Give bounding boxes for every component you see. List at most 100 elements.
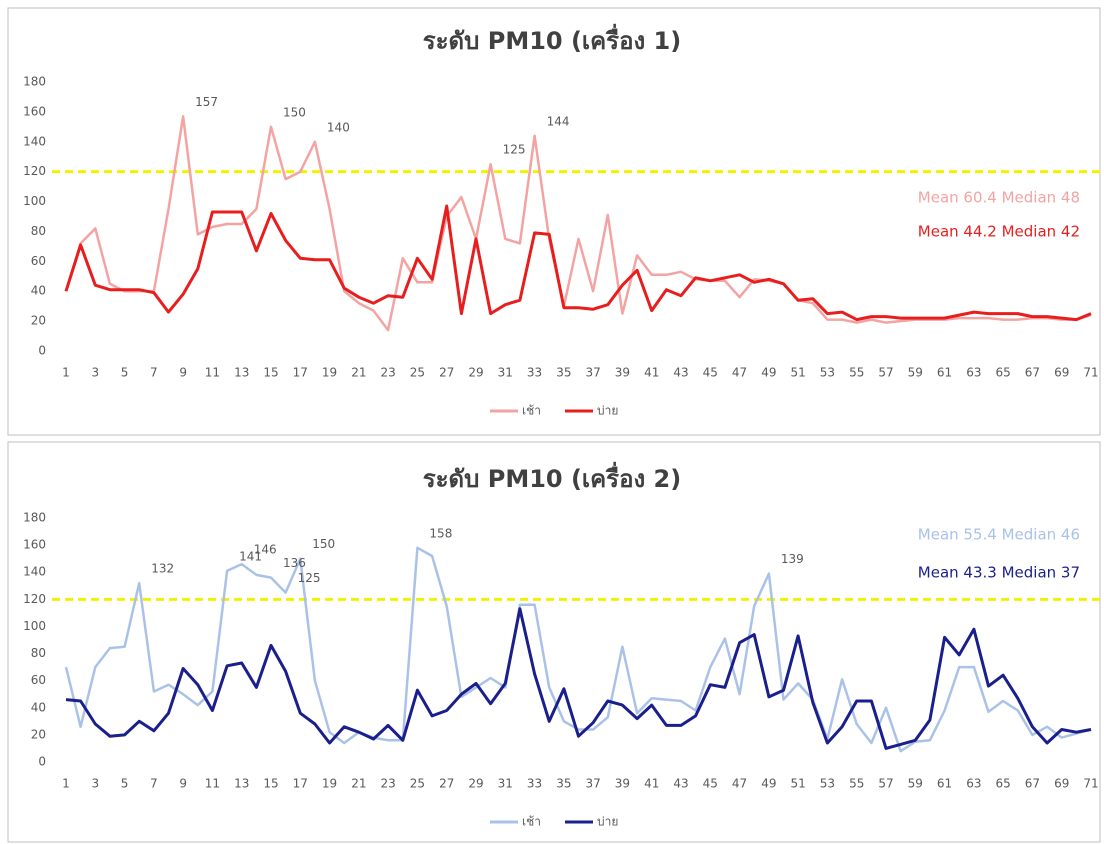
x-tick-label: 43 [673, 777, 688, 791]
legend-label: เช้า [522, 404, 541, 418]
x-tick-label: 3 [91, 777, 99, 791]
x-tick-label: 27 [439, 366, 454, 380]
y-tick-label: 120 [23, 164, 46, 178]
y-tick-label: 160 [23, 538, 46, 552]
data-label: 125 [298, 571, 321, 585]
data-label: 136 [283, 556, 306, 570]
y-tick-label: 180 [23, 511, 46, 525]
x-tick-label: 45 [703, 777, 718, 791]
x-tick-label: 63 [966, 366, 981, 380]
x-tick-label: 51 [791, 366, 806, 380]
x-tick-label: 41 [644, 366, 659, 380]
x-tick-label: 11 [205, 366, 220, 380]
x-tick-label: 35 [556, 777, 571, 791]
x-tick-label: 13 [234, 777, 249, 791]
x-tick-label: 65 [996, 777, 1011, 791]
y-tick-label: 100 [23, 194, 46, 208]
y-tick-label: 140 [23, 565, 46, 579]
x-tick-label: 25 [410, 366, 425, 380]
x-tick-label: 67 [1025, 366, 1040, 380]
x-tick-label: 33 [527, 777, 542, 791]
x-tick-label: 19 [322, 366, 337, 380]
x-tick-label: 51 [791, 777, 806, 791]
stats-text: Mean 44.2 Median 42 [918, 223, 1080, 241]
x-tick-label: 3 [91, 366, 99, 380]
x-tick-label: 23 [381, 777, 396, 791]
x-tick-label: 9 [179, 777, 187, 791]
data-label: 125 [503, 143, 526, 157]
data-label: 141 [239, 549, 262, 563]
y-tick-label: 60 [31, 254, 46, 268]
x-tick-label: 31 [498, 366, 513, 380]
series-line [65, 607, 1092, 750]
x-tick-label: 39 [615, 777, 630, 791]
x-tick-label: 19 [322, 777, 337, 791]
data-label: 150 [283, 105, 306, 119]
data-label: 132 [151, 562, 174, 576]
stats-text: Mean 43.3 Median 37 [918, 564, 1080, 582]
data-label: 146 [254, 543, 277, 557]
x-tick-label: 53 [820, 777, 835, 791]
x-tick-label: 25 [410, 777, 425, 791]
panel-border [7, 7, 1101, 436]
x-tick-label: 37 [586, 366, 601, 380]
x-tick-label: 35 [556, 366, 571, 380]
y-tick-label: 20 [31, 314, 46, 328]
x-tick-label: 53 [820, 366, 835, 380]
x-tick-label: 29 [468, 777, 483, 791]
x-tick-label: 7 [150, 777, 158, 791]
x-tick-label: 31 [498, 777, 513, 791]
y-tick-label: 80 [31, 224, 46, 238]
x-tick-label: 1 [62, 366, 70, 380]
x-tick-label: 57 [878, 366, 893, 380]
x-tick-label: 21 [351, 777, 366, 791]
y-tick-label: 60 [31, 673, 46, 687]
x-tick-label: 41 [644, 777, 659, 791]
x-tick-label: 15 [263, 777, 278, 791]
legend-label: เช้า [522, 815, 541, 829]
x-tick-label: 61 [937, 366, 952, 380]
x-tick-label: 11 [205, 777, 220, 791]
data-label: 139 [781, 552, 804, 566]
legend-label: บ่าย [597, 404, 618, 418]
x-tick-label: 69 [1054, 777, 1069, 791]
x-tick-label: 69 [1054, 366, 1069, 380]
stats-text: Mean 60.4 Median 48 [918, 189, 1080, 207]
x-tick-label: 59 [908, 777, 923, 791]
x-tick-label: 43 [673, 366, 688, 380]
x-tick-label: 29 [468, 366, 483, 380]
data-label: 144 [547, 114, 570, 128]
x-tick-label: 37 [586, 777, 601, 791]
x-tick-label: 67 [1025, 777, 1040, 791]
x-tick-label: 45 [703, 366, 718, 380]
y-tick-label: 0 [38, 755, 46, 769]
chart-title: ระดับ PM10 (เครื่อง 2) [423, 461, 681, 493]
series-line [64, 546, 1092, 753]
x-tick-label: 71 [1083, 777, 1098, 791]
x-tick-label: 13 [234, 366, 249, 380]
x-tick-label: 5 [121, 366, 129, 380]
x-tick-label: 71 [1083, 366, 1098, 380]
y-tick-label: 0 [38, 344, 46, 358]
x-tick-label: 23 [381, 366, 396, 380]
series-line [64, 204, 1092, 322]
data-label: 158 [429, 526, 452, 540]
x-tick-label: 5 [121, 777, 129, 791]
x-tick-label: 57 [878, 777, 893, 791]
x-tick-label: 47 [732, 366, 747, 380]
legend-label: บ่าย [597, 815, 618, 829]
x-tick-label: 55 [849, 366, 864, 380]
x-tick-label: 39 [615, 366, 630, 380]
x-tick-label: 17 [293, 777, 308, 791]
y-tick-label: 100 [23, 619, 46, 633]
y-tick-label: 40 [31, 284, 46, 298]
x-tick-label: 49 [761, 366, 776, 380]
y-tick-label: 40 [31, 700, 46, 714]
x-tick-label: 7 [150, 366, 158, 380]
y-tick-label: 80 [31, 646, 46, 660]
y-tick-label: 140 [23, 134, 46, 148]
y-tick-label: 160 [23, 104, 46, 118]
x-tick-label: 27 [439, 777, 454, 791]
panel-border [7, 441, 1101, 843]
